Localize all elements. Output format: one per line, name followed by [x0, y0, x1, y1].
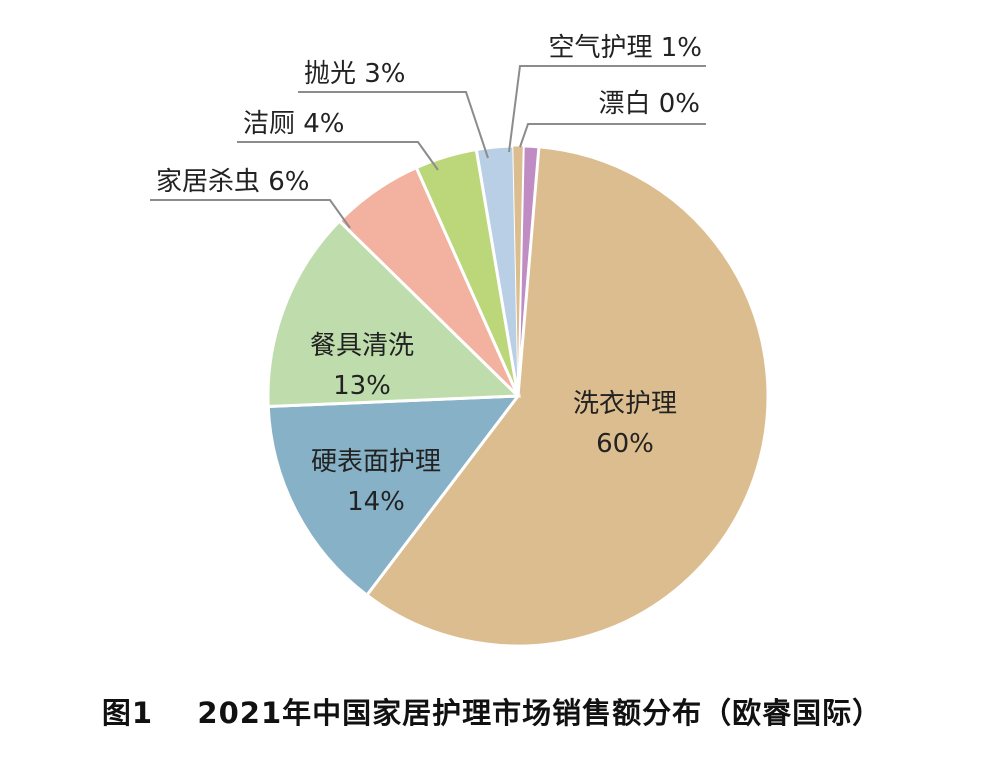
label-laundry-value: 60% [596, 429, 654, 459]
label-air-care: 空气护理 1% [548, 33, 702, 63]
label-polish: 抛光 3% [304, 59, 406, 89]
leader-line-air-care [508, 65, 706, 153]
slice-hard-surface [266, 394, 522, 598]
label-hard-surface-name: 硬表面护理 [311, 447, 441, 477]
leader-line-bleach [519, 123, 706, 148]
figure-title: 2021年中国家居护理市场销售额分布（欧睿国际） [197, 696, 883, 730]
figure-number: 图1 [101, 696, 154, 730]
label-laundry-name: 洗衣护理 [573, 389, 677, 419]
leader-line-insecticide [150, 199, 351, 229]
pie-chart: 洗衣护理 60% 硬表面护理 14% 餐具清洗 13% 家居杀虫 6% 洁厕 4% 抛光 3% 空… [150, 33, 770, 648]
label-dishwashing-value: 13% [333, 371, 391, 401]
label-toilet: 洁厕 4% [243, 109, 345, 139]
label-hard-surface-value: 14% [347, 487, 405, 517]
label-dishwashing-name: 餐具清洗 [310, 331, 414, 361]
slice-laundry [364, 144, 770, 648]
figure-caption: 图1 2021年中国家居护理市场销售额分布（欧睿国际） [0, 690, 984, 732]
slice-bleach [512, 145, 524, 397]
label-bleach: 漂白 0% [598, 89, 700, 119]
label-insecticide: 家居杀虫 6% [156, 167, 310, 197]
slice-dishwashing [266, 218, 522, 409]
leader-line-toilet [237, 141, 439, 171]
leader-line-polish [298, 91, 489, 159]
